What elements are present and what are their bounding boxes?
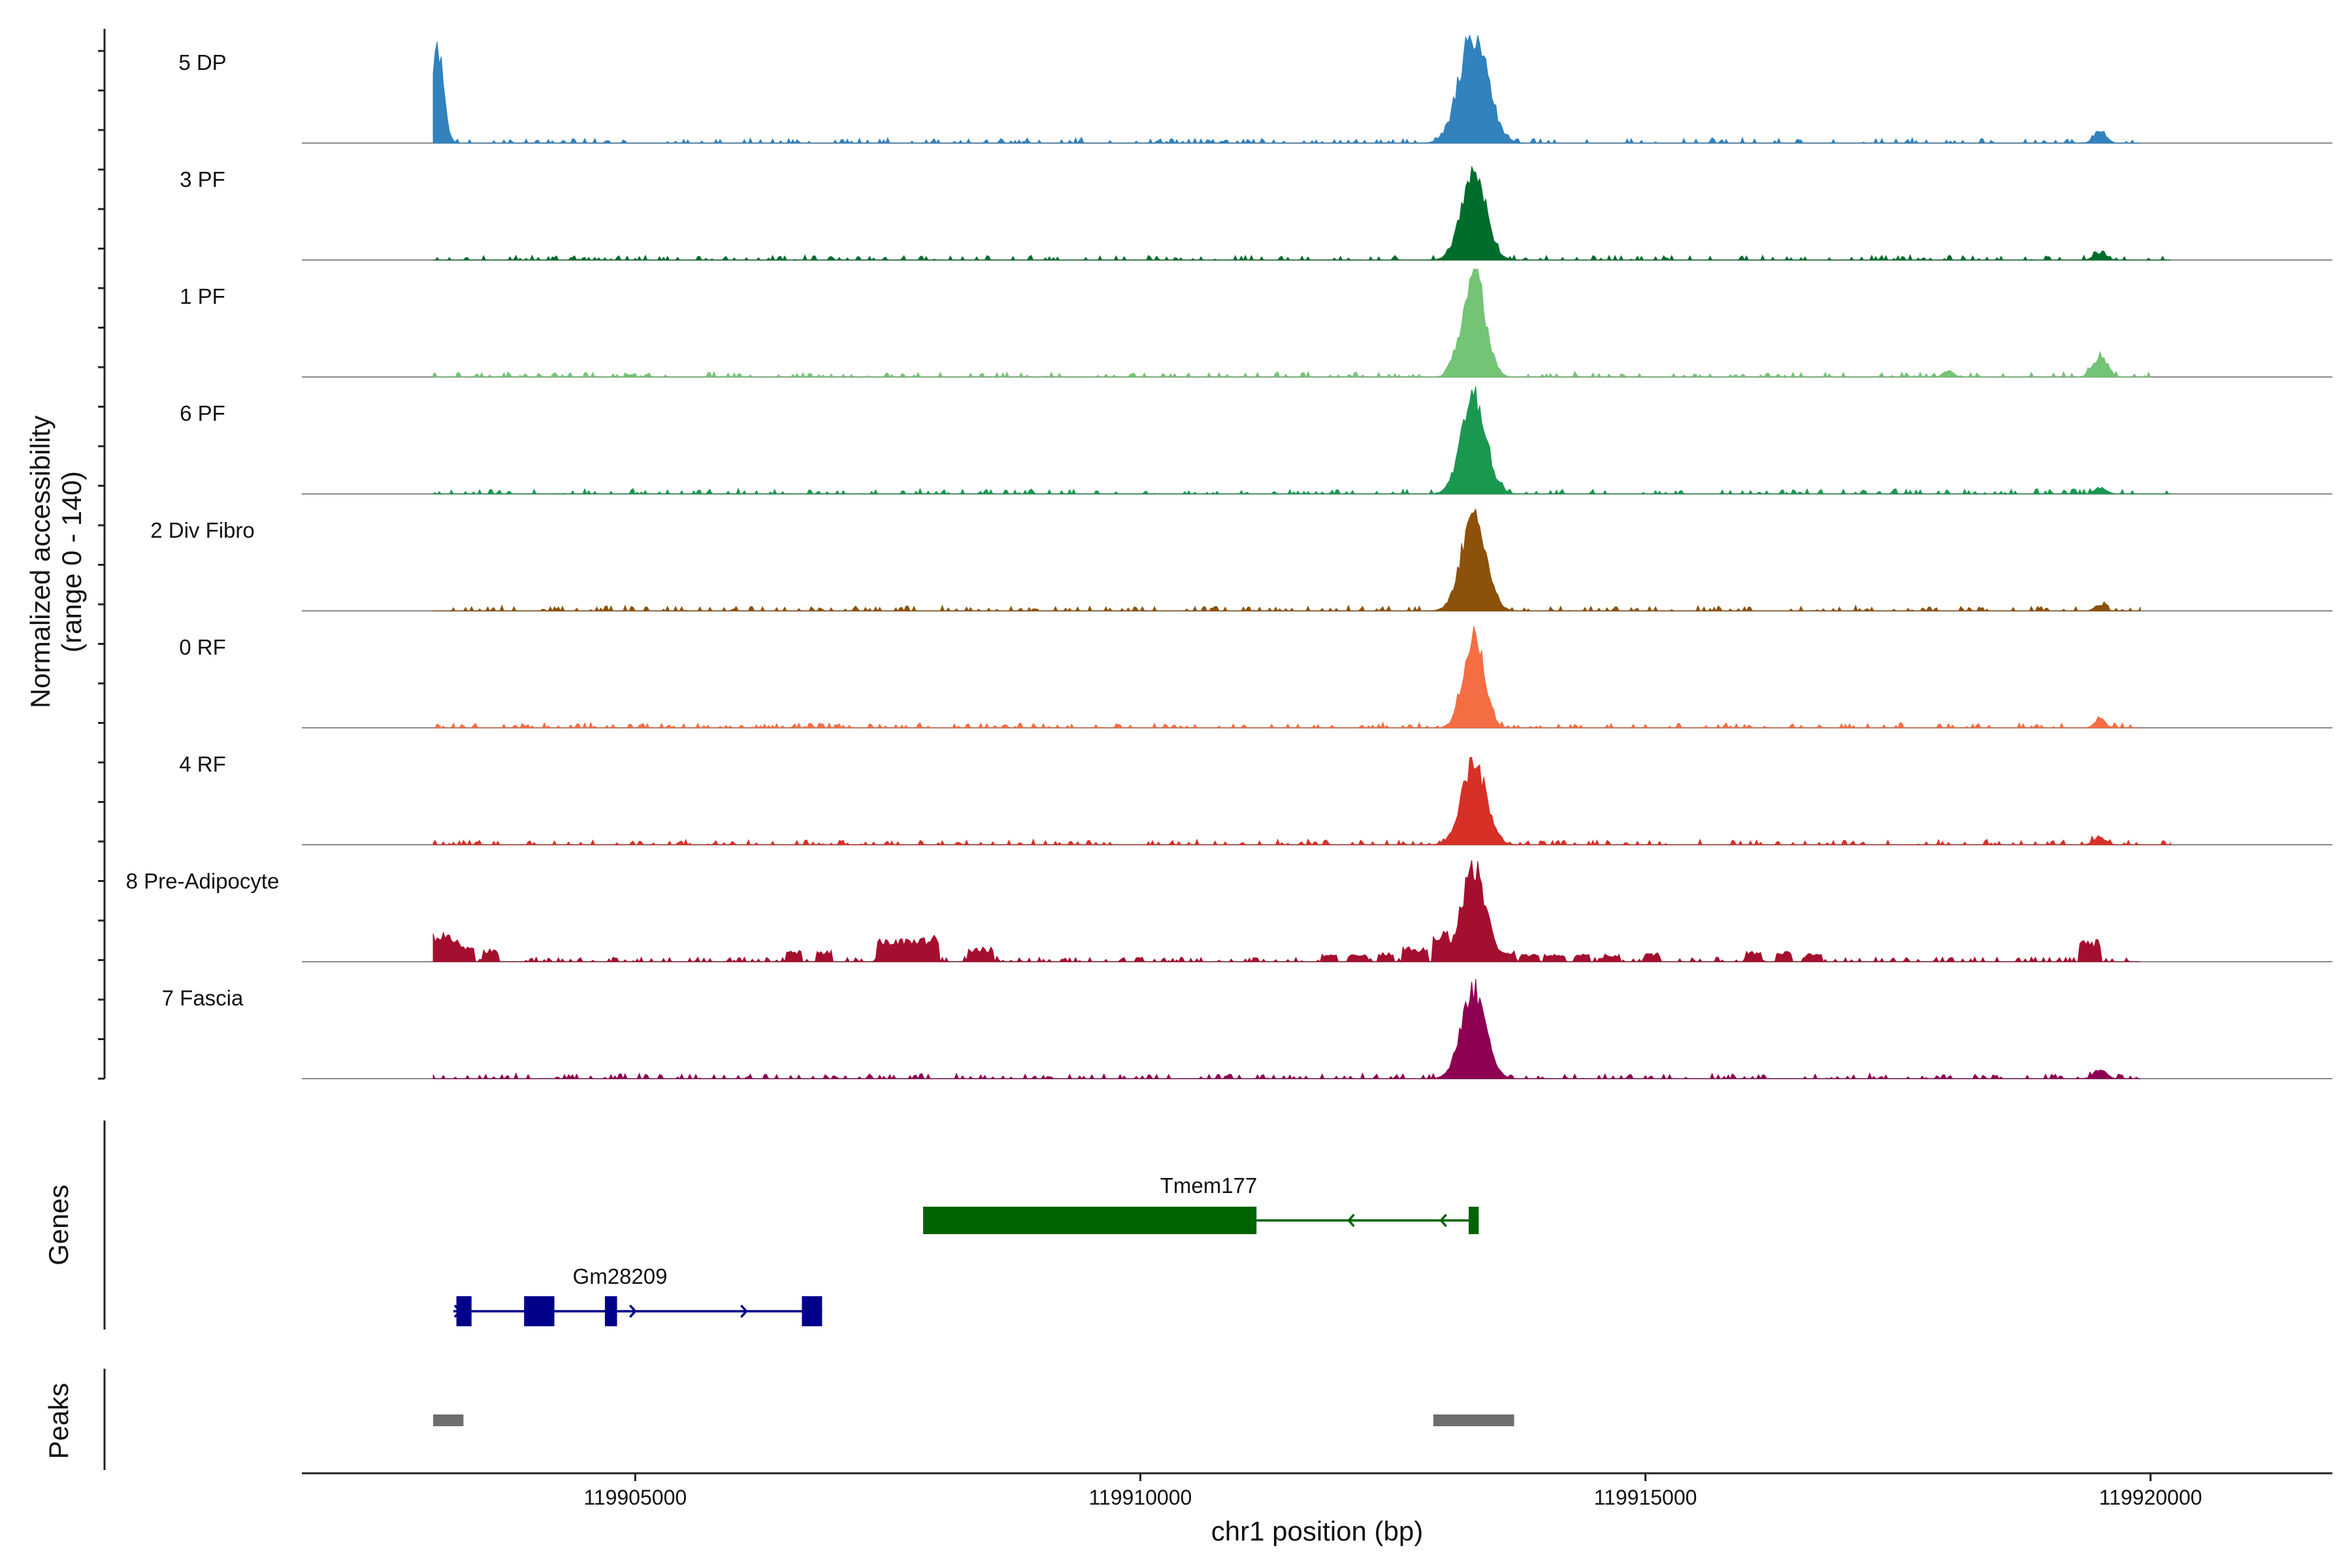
track-label: 7 Fascia — [162, 986, 244, 1010]
track-label: 3 PF — [180, 167, 225, 191]
gene-gm28209: Gm28209 — [453, 1264, 823, 1326]
coverage-area — [433, 979, 2141, 1080]
track-label: 5 DP — [178, 50, 226, 74]
track-label: 2 Div Fibro — [150, 518, 255, 542]
coverage-area — [433, 626, 2141, 729]
x-axis-label: chr1 position (bp) — [1211, 1516, 1424, 1546]
track-1-pf: 1 PF — [180, 269, 2332, 378]
track-7-fascia: 7 Fascia — [162, 979, 2332, 1080]
x-tick-label: 119915000 — [1594, 1486, 1697, 1509]
x-tick-label: 119920000 — [2099, 1486, 2202, 1509]
left-axis — [98, 29, 106, 1470]
coverage-tracks: 5 DP 3 PF 1 PF 6 PF 2 Div Fibro 0 RF 4 RF 8 Pre… — [126, 34, 2332, 1080]
y-axis-label-line1: Normalized accessibility — [25, 416, 56, 708]
coverage-area — [432, 385, 2171, 495]
gene-exon — [1468, 1207, 1479, 1234]
track-label: 4 RF — [179, 752, 226, 776]
strand-arrow — [1347, 1213, 1355, 1228]
peak-region — [1433, 1414, 1514, 1426]
coverage-area — [433, 508, 2141, 612]
strand-arrow — [629, 1304, 637, 1318]
genes-panel: Tmem177 Gm28209 — [453, 1173, 1479, 1326]
track-4-rf: 4 RF — [179, 752, 2332, 846]
gene-exon — [604, 1296, 617, 1326]
coverage-area — [433, 757, 2172, 846]
coverage-area — [433, 860, 2141, 963]
gene-exon — [802, 1296, 823, 1326]
coverage-area — [433, 34, 2141, 144]
gene-label: Gm28209 — [573, 1264, 668, 1288]
gene-exon — [923, 1207, 1257, 1234]
track-8-pre-adipocyte: 8 Pre-Adipocyte — [126, 860, 2332, 963]
genes-panel-label: Genes — [43, 1184, 74, 1266]
track-3-pf: 3 PF — [180, 166, 2332, 261]
track-label: 8 Pre-Adipocyte — [126, 869, 280, 893]
peak-region — [433, 1414, 464, 1426]
gene-exon — [524, 1296, 555, 1326]
coverage-area — [433, 269, 2151, 378]
track-label: 6 PF — [180, 401, 225, 425]
gene-tmem177: Tmem177 — [923, 1173, 1479, 1234]
peaks-panel — [433, 1414, 1514, 1426]
gene-label: Tmem177 — [1160, 1173, 1258, 1198]
track-6-pf: 6 PF — [180, 385, 2332, 495]
strand-arrow — [1439, 1213, 1447, 1228]
y-axis-label-line2: (range 0 - 140) — [56, 471, 87, 653]
track-2-div-fibro: 2 Div Fibro — [150, 508, 2332, 612]
track-label: 1 PF — [180, 284, 225, 308]
strand-arrow — [740, 1304, 748, 1318]
x-tick-label: 119910000 — [1089, 1486, 1192, 1509]
track-label: 0 RF — [179, 635, 226, 659]
gene-exon — [456, 1296, 472, 1326]
x-tick-label: 119905000 — [583, 1486, 687, 1509]
x-axis: 119905000 119910000 119915000 119920000 — [302, 1472, 2332, 1509]
peaks-panel-label: Peaks — [43, 1383, 74, 1460]
track-0-rf: 0 RF — [179, 626, 2332, 729]
coverage-area — [433, 166, 2171, 261]
track-5-dp: 5 DP — [178, 34, 2332, 144]
